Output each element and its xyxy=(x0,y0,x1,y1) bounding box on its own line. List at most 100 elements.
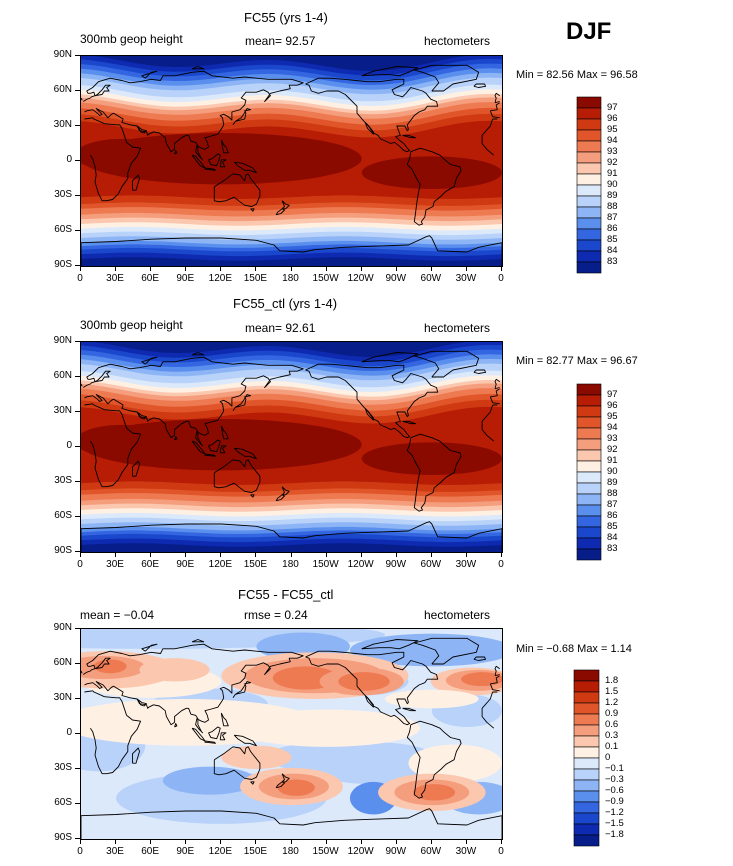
coastline xyxy=(174,436,178,441)
y-tick xyxy=(75,230,80,231)
coastline xyxy=(413,637,480,665)
coastline xyxy=(208,153,221,167)
coastlines xyxy=(81,64,502,266)
coastline xyxy=(402,134,416,139)
colorbar-swatch xyxy=(573,724,600,737)
anomaly-contour xyxy=(349,633,502,667)
anomaly-contour xyxy=(268,743,362,772)
coastline xyxy=(406,720,462,799)
x-tick-label: 180 xyxy=(282,846,299,857)
x-tick-label: 0 xyxy=(498,273,504,284)
colorbar-label: 94 xyxy=(607,135,618,146)
x-tick xyxy=(430,552,432,557)
colorbar-swatch xyxy=(573,812,600,825)
x-tick-label: 90E xyxy=(176,559,195,570)
coastline xyxy=(473,656,487,661)
colorbar-swatch xyxy=(576,548,602,561)
coastline xyxy=(213,746,261,780)
colorbar-swatch xyxy=(573,757,600,770)
coastline xyxy=(250,494,255,498)
x-tick xyxy=(290,552,292,557)
coastline xyxy=(191,154,206,169)
colorbar-swatch xyxy=(576,482,602,495)
colorbar-label: 97 xyxy=(607,102,618,113)
x-tick xyxy=(325,839,327,844)
panel-1-variable-label: 300mb geop height xyxy=(80,32,183,46)
coastline xyxy=(94,84,111,97)
x-tick-label: 60E xyxy=(141,846,160,857)
y-tick-label: 90S xyxy=(54,259,72,270)
coastline xyxy=(402,420,416,425)
y-tick xyxy=(75,628,80,629)
x-tick xyxy=(115,266,117,271)
colorbar-swatch xyxy=(576,261,602,274)
map-field xyxy=(81,629,502,839)
coastline xyxy=(94,370,111,383)
colorbar-swatch xyxy=(576,129,602,142)
coastline xyxy=(132,174,140,191)
colorbar-swatch xyxy=(576,438,602,451)
coastline xyxy=(219,159,227,168)
x-tick xyxy=(395,839,397,844)
y-tick-label: 60N xyxy=(53,84,72,95)
y-tick xyxy=(75,838,80,839)
x-tick xyxy=(465,266,467,271)
x-tick-label: 60W xyxy=(420,559,442,570)
colorbar-swatch xyxy=(576,118,602,131)
coastline xyxy=(94,657,111,670)
colorbar-swatch xyxy=(576,195,602,208)
anomaly-contour xyxy=(81,138,169,172)
coastline xyxy=(81,521,502,552)
colorbar-label: 95 xyxy=(607,411,618,422)
colorbar-label: 90 xyxy=(607,179,618,190)
x-tick-label: 120E xyxy=(208,846,232,857)
x-tick xyxy=(115,839,117,844)
colorbar-label: 85 xyxy=(607,521,618,532)
colorbar-label: 91 xyxy=(607,455,618,466)
x-tick-label: 30E xyxy=(106,273,124,284)
x-tick-label: 150E xyxy=(243,846,268,857)
x-tick-label: 60W xyxy=(420,273,442,284)
coastline xyxy=(141,70,158,79)
coastline xyxy=(275,781,285,789)
panel-3-map xyxy=(80,628,503,840)
y-tick xyxy=(75,446,80,447)
colorbar-swatch xyxy=(576,460,602,473)
y-tick xyxy=(75,733,80,734)
coastline xyxy=(305,77,439,153)
anomaly-contour xyxy=(139,658,210,682)
coastline xyxy=(84,117,498,202)
y-tick-label: 60S xyxy=(54,224,72,235)
x-tick-label: 180 xyxy=(282,273,299,284)
colorbar-label: 0.1 xyxy=(605,741,619,752)
panel-2-map xyxy=(80,341,503,553)
y-tick xyxy=(75,516,80,517)
colorbar-label: 83 xyxy=(607,543,618,554)
colorbar-swatch xyxy=(576,537,602,550)
y-tick xyxy=(75,90,80,91)
panel-3-title: FC55 - FC55_ctl xyxy=(238,587,334,602)
panel-1-mean: mean= 92.57 xyxy=(245,34,316,48)
coastline xyxy=(402,707,416,712)
x-tick xyxy=(185,839,187,844)
coastline xyxy=(213,173,261,207)
x-tick xyxy=(185,266,187,271)
coastline xyxy=(406,147,462,226)
x-tick-label: 30E xyxy=(106,559,124,570)
coastline xyxy=(413,64,480,92)
panel-3-rmse: rmse = 0.24 xyxy=(244,608,308,622)
anomaly-contour xyxy=(361,156,502,189)
y-tick-label: 60S xyxy=(54,797,72,808)
coastline xyxy=(191,66,205,70)
colorbar-label: 92 xyxy=(607,444,618,455)
colorbar-label: 0.6 xyxy=(605,719,619,730)
coastline xyxy=(361,639,419,650)
x-tick xyxy=(465,839,467,844)
coastline xyxy=(406,433,462,512)
y-tick xyxy=(75,768,80,769)
anomaly-contour xyxy=(413,784,456,801)
coastline xyxy=(204,453,216,457)
y-tick xyxy=(75,551,80,552)
x-tick-label: 150E xyxy=(243,559,268,570)
colorbar-label: 0 xyxy=(605,752,611,763)
